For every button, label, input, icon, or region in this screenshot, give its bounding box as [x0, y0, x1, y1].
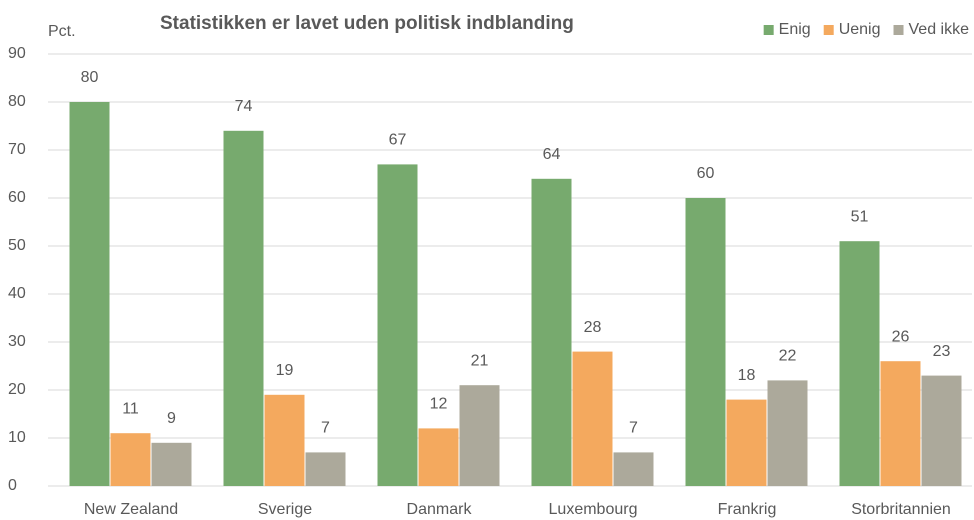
bar: [418, 428, 459, 486]
bar: [459, 385, 500, 486]
y-tick-label: 70: [8, 141, 26, 158]
legend-label: Ved ikke: [909, 21, 970, 38]
y-tick-label: 30: [8, 333, 26, 350]
bar: [613, 452, 654, 486]
bar: [726, 399, 767, 486]
x-tick-label: Frankrig: [718, 501, 777, 518]
data-label: 12: [430, 396, 448, 413]
data-label: 80: [81, 69, 99, 86]
data-label: 51: [851, 208, 869, 225]
data-label: 9: [167, 410, 176, 427]
legend-swatch: [763, 25, 774, 35]
x-tick-label: Danmark: [407, 501, 473, 518]
y-tick-label: 60: [8, 189, 26, 206]
legend-label: Enig: [779, 21, 811, 38]
y-tick-label: 0: [8, 477, 17, 494]
data-label: 67: [389, 132, 407, 149]
y-axis-label: Pct.: [48, 23, 76, 40]
y-tick-label: 10: [8, 429, 26, 446]
data-label: 22: [779, 348, 797, 365]
bar: [223, 130, 264, 487]
bar: [531, 178, 572, 487]
data-label: 21: [471, 352, 489, 369]
data-label: 19: [276, 362, 294, 379]
data-label: 7: [629, 420, 638, 437]
chart-title: Statistikken er lavet uden politisk indb…: [160, 13, 574, 34]
x-tick-label: Storbritannien: [851, 501, 951, 518]
data-label: 64: [543, 146, 561, 163]
data-label: 23: [933, 343, 951, 360]
bar: [767, 380, 808, 486]
bar: [305, 452, 346, 486]
bar: [377, 164, 418, 486]
x-tick-label: Luxembourg: [549, 501, 638, 518]
data-label: 11: [122, 400, 139, 417]
bar: [921, 375, 962, 486]
bar: [685, 198, 726, 486]
bar: [110, 433, 151, 486]
data-label: 60: [697, 165, 715, 182]
bar: [880, 361, 921, 486]
data-label: 26: [892, 328, 910, 345]
legend-swatch: [893, 25, 904, 35]
y-tick-label: 50: [8, 237, 26, 254]
x-tick-label: New Zealand: [84, 501, 178, 518]
data-label: 18: [738, 367, 756, 384]
y-tick-label: 90: [8, 45, 26, 62]
legend-swatch: [823, 25, 834, 35]
bar: [572, 351, 613, 486]
bar: [69, 102, 110, 486]
y-tick-label: 20: [8, 381, 26, 398]
legend-label: Uenig: [839, 21, 881, 38]
bar: [839, 241, 880, 486]
bar: [151, 442, 192, 486]
y-tick-label: 80: [8, 93, 26, 110]
x-tick-label: Sverige: [258, 501, 312, 518]
data-label: 7: [321, 420, 330, 437]
data-label: 74: [235, 98, 253, 115]
y-tick-label: 40: [8, 285, 26, 302]
bar: [264, 394, 305, 486]
data-label: 28: [584, 319, 602, 336]
